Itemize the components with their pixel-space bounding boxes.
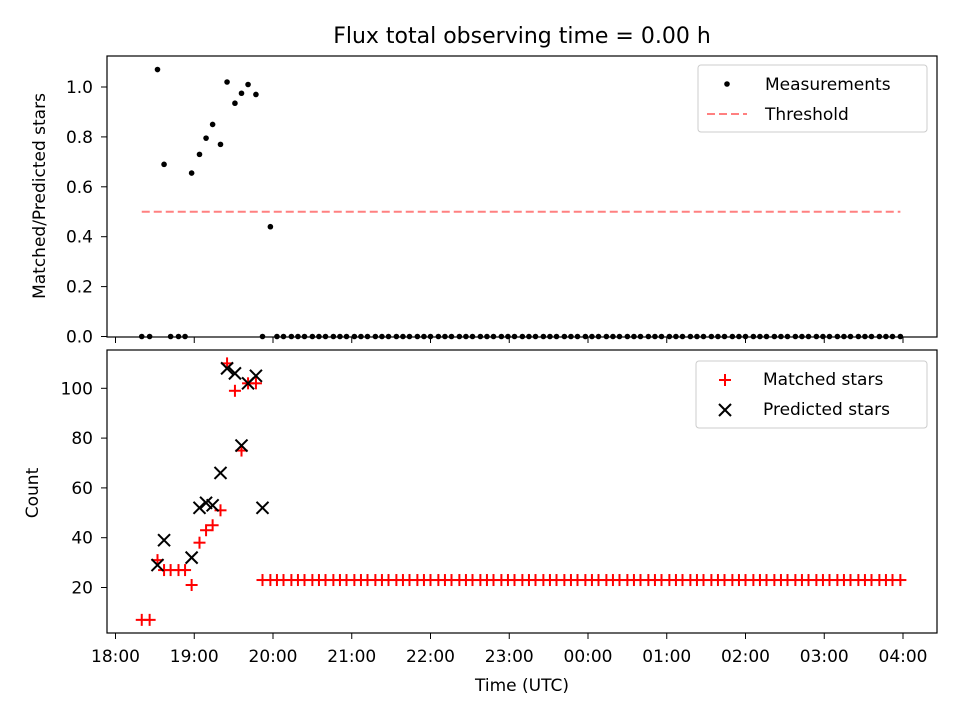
predicted-stars-point	[213, 466, 228, 480]
top-y-tick-label: 1.0	[66, 78, 93, 98]
bottom-legend: Matched stars Predicted stars	[695, 360, 928, 429]
top-ylabel: Matched/Predicted stars	[30, 93, 50, 299]
bottom-x-tick-label: 22:00	[406, 647, 455, 667]
matched-stars-point	[193, 536, 206, 549]
bottom-axes-frame	[106, 349, 938, 634]
top-panel: Flux total observing time = 0.00 h Match…	[30, 24, 938, 348]
legend-threshold-label: Threshold	[764, 105, 849, 125]
matched-stars-point	[249, 377, 262, 390]
top-y-ticks: 0.0 0.2 0.4 0.6 0.8 1.0	[66, 78, 107, 348]
matched-stars-point	[143, 613, 156, 626]
measurement-point	[267, 223, 274, 230]
legend-matched-marker	[719, 374, 731, 386]
matched-stars-point	[228, 384, 241, 397]
top-y-tick-label: 0.4	[66, 228, 93, 248]
predicted-stars-point	[234, 438, 249, 453]
legend-measurements-label: Measurements	[765, 75, 891, 95]
bottom-legend-box	[695, 360, 928, 429]
bottom-x-ticks: 18:00 19:00 20:00 21:00 22:00 23:00 00:00 01:00…	[91, 633, 928, 667]
measurement-point	[253, 91, 259, 98]
measurement-point	[188, 170, 195, 176]
legend-matched-label: Matched stars	[763, 370, 883, 390]
top-legend: Measurements Threshold	[697, 64, 928, 133]
measurement-point	[224, 79, 230, 85]
bottom-y-tick-label: 80	[71, 429, 93, 449]
matched-stars-point	[894, 574, 907, 587]
bottom-x-tick-label: 03:00	[800, 647, 849, 667]
matched-stars-point	[179, 564, 192, 577]
top-title: Flux total observing time = 0.00 h	[333, 24, 711, 49]
top-y-tick-label: 0.6	[66, 178, 93, 198]
bottom-x-tick-label: 19:00	[170, 647, 219, 667]
top-legend-box	[697, 64, 928, 133]
legend-predicted-label: Predicted stars	[763, 400, 890, 420]
measurement-point	[196, 151, 203, 158]
measurement-point	[154, 66, 161, 73]
bottom-ylabel: Count	[23, 467, 43, 518]
predicted-stars-point	[255, 501, 270, 515]
matched-stars-point	[185, 579, 198, 592]
bottom-y-ticks: 20 40 60 80 100	[61, 379, 107, 599]
matched-stars-point	[200, 524, 213, 537]
bottom-x-tick-label: 00:00	[564, 647, 613, 667]
predicted-stars-point	[157, 533, 171, 547]
legend-measurements-marker	[724, 81, 730, 87]
top-y-tick-label: 0.2	[66, 278, 93, 298]
measurement-point	[161, 161, 167, 168]
measurement-point	[238, 90, 245, 97]
predicted-stars-point	[150, 558, 165, 572]
top-y-tick-label: 0.8	[66, 128, 93, 148]
top-plot-area	[138, 66, 904, 340]
bottom-y-tick-label: 40	[71, 529, 93, 549]
bottom-y-tick-label: 100	[61, 379, 93, 399]
bottom-y-tick-label: 60	[71, 479, 93, 499]
bottom-plot-area	[135, 357, 907, 626]
top-axes-frame	[106, 55, 938, 338]
predicted-stars-point	[228, 366, 242, 381]
measurement-point	[232, 100, 238, 107]
bottom-x-tick-label: 18:00	[91, 647, 140, 667]
legend-predicted-marker	[718, 403, 732, 417]
bottom-x-tick-label: 01:00	[642, 647, 691, 667]
bottom-xlabel: Time (UTC)	[474, 676, 569, 696]
predicted-stars-point	[220, 361, 234, 376]
predicted-stars-point	[184, 550, 199, 565]
bottom-x-tick-label: 02:00	[721, 647, 770, 667]
predicted-stars-point	[205, 498, 220, 513]
measurement-point	[217, 141, 224, 148]
bottom-y-tick-label: 20	[71, 579, 93, 599]
measurement-point	[245, 81, 251, 88]
predicted-stars-point	[249, 369, 263, 383]
bottom-x-tick-label: 20:00	[249, 647, 298, 667]
measurement-point	[209, 121, 216, 128]
matched-stars-point	[206, 519, 219, 532]
predicted-stars-point	[192, 501, 207, 515]
bottom-panel: Count Time (UTC) 20 40 60 80 100 18:00 19:00 2…	[23, 349, 938, 696]
top-y-tick-label: 0.0	[66, 328, 93, 348]
measurement-point	[203, 135, 209, 141]
bottom-x-tick-label: 21:00	[327, 647, 376, 667]
bottom-x-tick-label: 23:00	[485, 647, 534, 667]
bottom-x-tick-label: 04:00	[879, 647, 928, 667]
